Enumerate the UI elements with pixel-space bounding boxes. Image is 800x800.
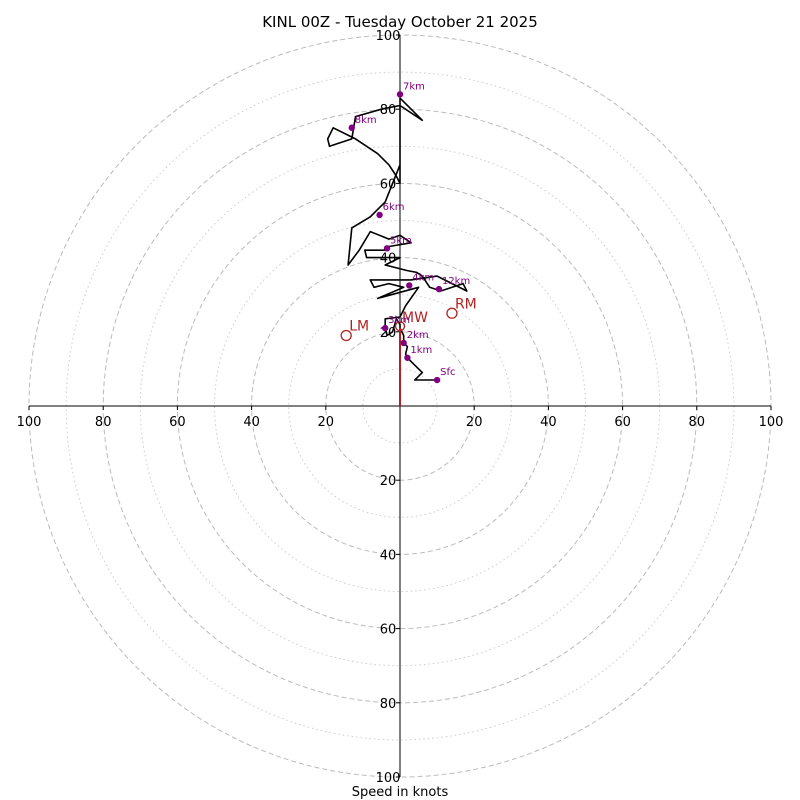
storm-motion-markers: RM LM MW: [340, 296, 477, 406]
x-axis-label: Speed in knots: [352, 785, 449, 800]
x-tick-label: 100: [17, 415, 42, 430]
y-tick-label: 80: [380, 697, 397, 712]
y-tick-label: 60: [380, 177, 397, 192]
x-tick-label: 20: [318, 415, 335, 430]
mean-wind-label: MW: [402, 310, 428, 326]
height-marker-label: 6km: [383, 202, 405, 213]
height-marker-label: 7km: [403, 81, 425, 92]
y-tick-label: 100: [376, 29, 401, 44]
y-tick-label: 60: [380, 623, 397, 638]
wind-profile-series: [326, 97, 468, 381]
rm-storm-motion-label: RM: [455, 296, 477, 312]
lm-storm-motion-label: LM: [349, 319, 369, 335]
height-marker-label: 12km: [442, 276, 470, 287]
x-tick-label: 100: [759, 415, 784, 430]
x-tick-label: 40: [243, 415, 260, 430]
x-tick-label: 20: [466, 415, 483, 430]
hodograph-trace: [326, 97, 468, 381]
x-tick-label: 60: [169, 415, 186, 430]
height-marker-dot: [376, 211, 383, 219]
x-tick-label: 80: [689, 415, 706, 430]
height-marker-label: 5km: [390, 235, 412, 246]
y-tick-label: 80: [380, 103, 397, 118]
mean-wind-marker: [394, 321, 406, 332]
height-markers: Sfc 1km 2km 3km 4km 5km 6km 7km 8km 12km: [348, 81, 470, 384]
height-marker-dot: [404, 354, 411, 361]
lm-storm-motion-marker: [340, 329, 352, 342]
height-marker-label: Sfc: [440, 367, 455, 378]
height-marker-dot: [383, 245, 391, 252]
height-marker-dot: [348, 124, 355, 131]
height-marker-dot: [406, 282, 413, 289]
height-marker-dot: [381, 324, 389, 332]
x-tick-label: 60: [614, 415, 631, 430]
y-tick-label: 40: [380, 252, 397, 267]
height-marker-dot: [396, 91, 404, 98]
height-marker-label: 8km: [355, 115, 377, 126]
height-marker-dot: [433, 376, 441, 384]
height-marker-label: 3km: [388, 315, 410, 326]
height-marker-dot: [435, 285, 443, 293]
y-tick-label: 100: [376, 771, 401, 786]
height-marker-dot: [400, 339, 407, 347]
x-tick-label: 40: [540, 415, 557, 430]
y-tick-label: 20: [380, 474, 397, 489]
x-tick-label: 80: [95, 415, 112, 430]
height-marker-label: 4km: [412, 272, 434, 283]
rm-storm-motion-marker: [446, 307, 458, 319]
y-tick-label: 40: [380, 548, 397, 563]
height-marker-label: 1km: [410, 345, 432, 356]
tick-labels: 100 80 60 40 20 20 40 60 80 100100806040202040608…: [17, 29, 784, 786]
chart-title: KINL 00Z - Tuesday October 21 2025: [262, 13, 538, 31]
height-marker-label: 2km: [407, 330, 429, 341]
